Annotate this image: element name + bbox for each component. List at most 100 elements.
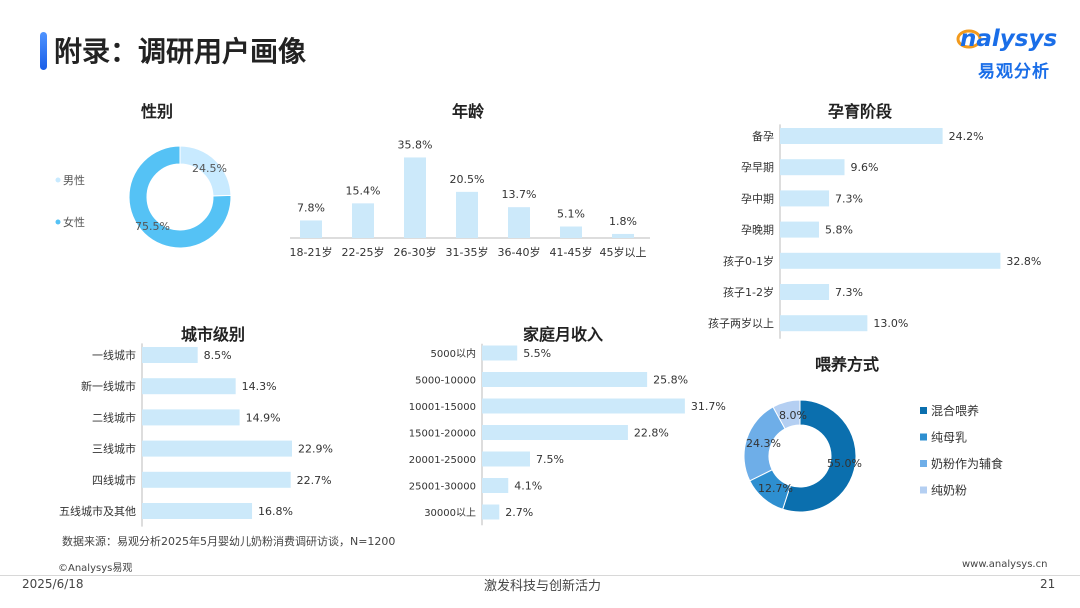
city-bar — [142, 440, 292, 457]
city-value-label: 22.9% — [298, 443, 333, 456]
income-bar — [482, 451, 530, 467]
city-bar — [142, 347, 198, 363]
age-value-label: 20.5% — [450, 173, 485, 186]
footer-divider — [0, 575, 1080, 576]
city-category-label: 一线城市 — [92, 348, 136, 362]
pregnancy-category-label: 备孕 — [752, 129, 774, 143]
age-bar — [352, 203, 374, 238]
pregnancy-category-label: 孕晚期 — [741, 224, 774, 237]
city-bar — [142, 378, 236, 395]
income-bar — [482, 398, 685, 414]
city-value-label: 14.3% — [242, 380, 277, 393]
pregnancy-value-label: 7.3% — [835, 192, 863, 205]
feeding-slice-3 — [772, 399, 801, 430]
age-category-label: 26-30岁 — [394, 245, 437, 259]
city-bar — [142, 503, 253, 519]
gender-chart-title: 性别 — [141, 102, 173, 121]
report-date: 2025/6/18 — [22, 577, 84, 591]
income-category-label: 10001-15000 — [409, 402, 476, 413]
age-value-label: 5.1% — [557, 208, 585, 221]
pregnancy-category-label: 孩子两岁以上 — [708, 316, 774, 330]
age-value-label: 13.7% — [502, 188, 537, 201]
income-value-label: 22.8% — [634, 427, 669, 440]
logo-swoosh-icon — [956, 29, 982, 49]
age-category-label: 22-25岁 — [342, 245, 385, 259]
age-value-label: 35.8% — [398, 138, 433, 151]
pregnancy-value-label: 5.8% — [825, 224, 853, 237]
feeding-legend-marker — [920, 460, 927, 467]
age-bar — [456, 191, 478, 238]
feeding-legend-label: 混合喂养 — [931, 403, 979, 418]
pregnancy-bar — [780, 252, 1001, 269]
income-chart-title: 家庭月收入 — [523, 325, 603, 344]
gender-legend-label: 女性 — [63, 215, 85, 229]
age-value-label: 1.8% — [609, 215, 637, 228]
income-value-label: 25.8% — [653, 374, 688, 387]
page-title: 附录：调研用户画像 — [54, 35, 307, 68]
income-bar — [482, 504, 500, 520]
city-category-label: 新一线城市 — [81, 379, 136, 393]
pregnancy-category-label: 孕早期 — [741, 161, 774, 174]
pregnancy-value-label: 24.2% — [949, 130, 984, 143]
income-category-label: 5000以内 — [431, 347, 476, 360]
age-category-label: 41-45岁 — [550, 245, 593, 259]
gender-legend-marker — [55, 177, 61, 183]
age-bar — [560, 226, 582, 238]
income-bar — [482, 478, 509, 493]
age-category-label: 31-35岁 — [446, 245, 489, 259]
feeding-chart-title: 喂养方式 — [815, 355, 879, 374]
pregnancy-value-label: 32.8% — [1006, 255, 1041, 268]
pregnancy-value-label: 13.0% — [873, 317, 908, 330]
age-bar — [612, 233, 634, 238]
income-value-label: 7.5% — [536, 453, 564, 466]
copyright-text: ©Analysys易观 — [58, 563, 133, 574]
income-category-label: 25001-30000 — [409, 482, 476, 493]
age-value-label: 15.4% — [346, 184, 381, 197]
city-bar — [142, 471, 291, 488]
income-value-label: 5.5% — [523, 347, 551, 360]
age-bar — [300, 220, 322, 238]
age-category-label: 45岁以上 — [600, 245, 647, 259]
pregnancy-value-label: 7.3% — [835, 286, 863, 299]
page-number: 21 — [1040, 577, 1056, 591]
pregnancy-category-label: 孩子1-2岁 — [723, 285, 774, 299]
feeding-legend-label: 纯母乳 — [931, 431, 967, 445]
pregnancy-bar — [780, 284, 830, 300]
feeding-legend-label: 纯奶粉 — [931, 484, 967, 498]
city-category-label: 三线城市 — [92, 442, 136, 456]
city-value-label: 8.5% — [204, 349, 232, 362]
city-value-label: 16.8% — [258, 505, 293, 518]
income-category-label: 5000-10000 — [415, 376, 476, 387]
pregnancy-category-label: 孩子0-1岁 — [723, 254, 774, 268]
pregnancy-bar — [780, 221, 819, 238]
age-category-label: 36-40岁 — [498, 245, 541, 259]
income-value-label: 31.7% — [691, 400, 726, 413]
age-chart-title: 年龄 — [452, 102, 485, 121]
logo-chinese: 易观分析 — [978, 62, 1050, 82]
gender-slice-1 — [128, 145, 232, 249]
footer-slogan: 激发科技与创新活力 — [484, 579, 602, 594]
income-bar — [482, 345, 518, 361]
city-category-label: 四线城市 — [92, 473, 136, 487]
city-chart-title: 城市级别 — [181, 325, 245, 344]
feeding-legend-label: 奶粉作为辅食 — [931, 456, 1003, 471]
feeding-value-label: 55.0% — [827, 457, 862, 470]
gender-legend-label: 男性 — [63, 173, 85, 187]
pregnancy-bar — [780, 315, 868, 332]
city-category-label: 二线城市 — [92, 410, 136, 424]
age-bar — [508, 207, 530, 238]
income-value-label: 4.1% — [514, 480, 542, 493]
income-value-label: 2.7% — [505, 506, 533, 519]
title-accent-bar — [40, 32, 47, 70]
city-value-label: 14.9% — [246, 411, 281, 424]
income-bar — [482, 425, 628, 440]
feeding-legend-marker — [920, 433, 927, 441]
website-link[interactable]: www.analysys.cn — [962, 559, 1048, 570]
city-value-label: 22.7% — [297, 474, 332, 487]
pregnancy-bar — [780, 159, 845, 176]
feeding-slice-0 — [782, 399, 857, 513]
feeding-legend-marker — [920, 407, 927, 414]
data-source-note: 数据来源：易观分析2025年5月婴幼儿奶粉消费调研访谈，N=1200 — [62, 535, 396, 548]
age-category-label: 18-21岁 — [290, 245, 333, 259]
